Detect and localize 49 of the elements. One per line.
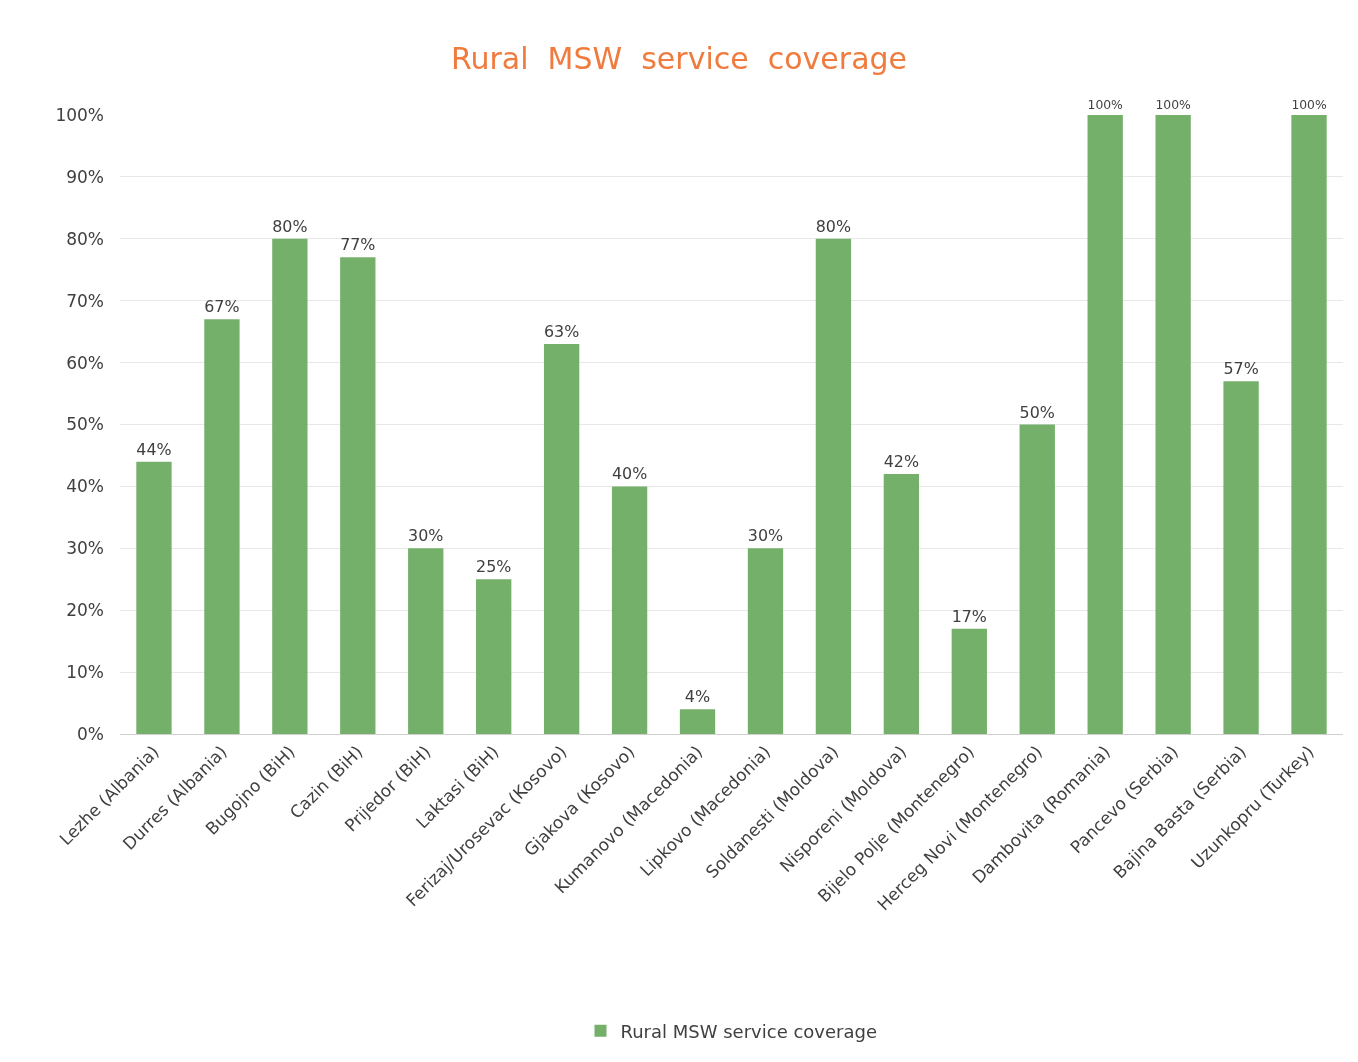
- bar: [272, 238, 308, 734]
- bar: [1087, 115, 1123, 734]
- bar: [340, 257, 376, 734]
- bar: [476, 579, 512, 734]
- y-tick-label: 30%: [66, 538, 104, 559]
- data-label: 17%: [951, 606, 987, 626]
- data-label: 50%: [1019, 402, 1055, 422]
- bar: [1155, 115, 1191, 734]
- bar: [815, 238, 852, 734]
- bar: [883, 474, 920, 734]
- legend-label: Rural MSW service coverage: [620, 1020, 877, 1042]
- data-label: 77%: [340, 235, 376, 255]
- data-label: 40%: [611, 464, 648, 484]
- data-label: 100%: [1087, 97, 1124, 112]
- data-label: 30%: [408, 526, 444, 546]
- data-label: 100%: [1291, 97, 1327, 112]
- y-tick-label: 40%: [66, 476, 104, 497]
- bar: [1019, 424, 1055, 734]
- bar: [679, 709, 716, 734]
- bar: [136, 461, 172, 734]
- data-label: 42%: [883, 452, 920, 472]
- y-tick-label: 10%: [66, 662, 104, 683]
- data-label: 80%: [815, 216, 852, 236]
- y-tick-label: 20%: [66, 600, 104, 621]
- bar: [611, 486, 648, 734]
- y-tick-label: 60%: [66, 352, 104, 373]
- bar: [1291, 115, 1327, 734]
- data-label: 80%: [272, 216, 308, 236]
- chart-title: Rural MSW service coverage: [450, 40, 908, 76]
- bar: [543, 344, 580, 734]
- y-tick-label: 0%: [77, 723, 104, 744]
- y-tick-label: 50%: [66, 414, 104, 435]
- y-tick-label: 70%: [66, 290, 104, 311]
- bar: [747, 548, 784, 734]
- bar: [1223, 381, 1259, 734]
- bar: [204, 319, 240, 734]
- data-label: 30%: [747, 526, 784, 546]
- data-label: 100%: [1155, 97, 1192, 112]
- y-tick-label: 90%: [66, 166, 104, 187]
- y-tick-label: 100%: [55, 104, 104, 125]
- data-label: 4%: [684, 687, 711, 707]
- data-label: 63%: [543, 322, 580, 342]
- data-label: 25%: [476, 557, 512, 577]
- data-label: 44%: [136, 439, 172, 459]
- data-label: 57%: [1223, 359, 1259, 379]
- data-label: 67%: [204, 297, 240, 317]
- bar: [408, 548, 444, 734]
- bar: [951, 628, 987, 734]
- y-tick-label: 80%: [66, 228, 104, 249]
